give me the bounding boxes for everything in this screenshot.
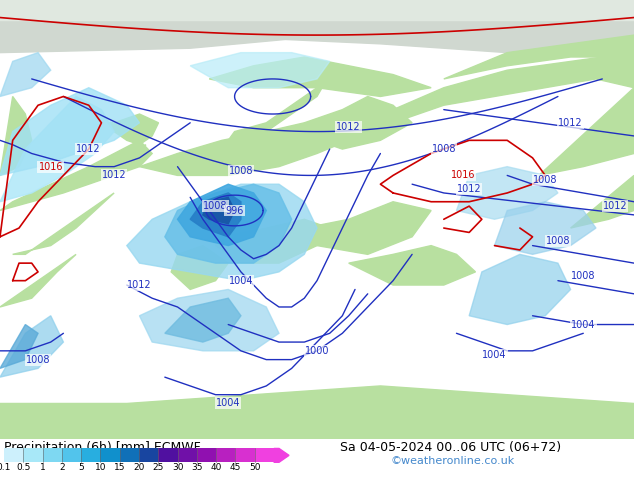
Polygon shape [0,97,32,175]
Text: 1008: 1008 [432,144,456,154]
Polygon shape [0,22,634,57]
Text: 25: 25 [153,463,164,472]
Polygon shape [216,220,330,263]
Polygon shape [304,97,412,149]
Text: 1012: 1012 [337,122,361,132]
Polygon shape [456,167,558,220]
Bar [255,448,274,462]
Text: 30: 30 [172,463,183,472]
Text: 1008: 1008 [533,175,557,185]
Bar [100,448,120,462]
Polygon shape [178,184,266,245]
Polygon shape [571,175,634,228]
Bar [158,448,178,462]
Text: 0.5: 0.5 [16,463,30,472]
Polygon shape [203,197,235,223]
Bar [4,448,23,462]
Polygon shape [349,52,634,140]
Polygon shape [292,202,431,254]
Text: 996: 996 [226,205,243,216]
Polygon shape [444,35,634,79]
Text: 1004: 1004 [482,350,507,360]
Text: 1: 1 [40,463,46,472]
Polygon shape [495,202,596,254]
Polygon shape [0,316,63,377]
Text: 1012: 1012 [127,280,152,290]
Bar [197,448,216,462]
Text: 0.1: 0.1 [0,463,11,472]
Polygon shape [349,245,476,285]
Text: 1012: 1012 [77,144,101,154]
Polygon shape [120,145,146,167]
Text: 1008: 1008 [571,271,595,281]
Text: 1012: 1012 [457,184,481,194]
Bar [216,448,235,462]
Polygon shape [0,140,152,211]
Text: 1008: 1008 [204,201,228,211]
Polygon shape [190,52,330,88]
Text: Sa 04-05-2024 00..06 UTC (06+72): Sa 04-05-2024 00..06 UTC (06+72) [340,441,561,454]
Polygon shape [127,184,317,281]
Polygon shape [469,254,571,324]
Bar [42,448,62,462]
Polygon shape [171,245,228,290]
Text: 1016: 1016 [451,171,475,180]
Polygon shape [190,193,241,237]
Text: 1004: 1004 [571,319,595,330]
Bar [120,448,139,462]
Polygon shape [0,97,114,202]
Polygon shape [165,184,292,263]
Text: 1008: 1008 [26,355,50,365]
Text: 1004: 1004 [216,398,240,409]
Text: 20: 20 [133,463,145,472]
Text: 40: 40 [210,463,222,472]
Text: 1008: 1008 [546,236,570,246]
Text: 5: 5 [78,463,84,472]
Polygon shape [13,193,114,254]
Text: 1012: 1012 [603,201,627,211]
Bar [81,448,100,462]
Polygon shape [108,114,158,145]
Text: 10: 10 [94,463,106,472]
Polygon shape [0,254,76,307]
Text: Precipitation (6h) [mm] ECMWF: Precipitation (6h) [mm] ECMWF [4,441,201,454]
Text: 35: 35 [191,463,203,472]
Text: 50: 50 [249,463,261,472]
Polygon shape [139,123,349,175]
Polygon shape [209,57,431,97]
Polygon shape [0,0,634,22]
Text: ©weatheronline.co.uk: ©weatheronline.co.uk [390,456,514,466]
Polygon shape [0,88,139,175]
Text: 15: 15 [114,463,126,472]
Polygon shape [0,386,634,439]
Bar [178,448,197,462]
Polygon shape [539,88,634,175]
Text: 1004: 1004 [229,276,253,286]
Bar [139,448,158,462]
Text: 1000: 1000 [305,346,329,356]
Text: 2: 2 [59,463,65,472]
Polygon shape [0,52,51,97]
Text: 45: 45 [230,463,241,472]
Polygon shape [228,74,330,140]
Text: 1016: 1016 [39,162,63,172]
Bar [23,448,42,462]
Polygon shape [165,298,241,342]
Bar [62,448,81,462]
Bar [235,448,255,462]
Text: 1008: 1008 [229,166,253,176]
FancyArrow shape [274,448,289,462]
Text: 1012: 1012 [102,171,126,180]
Polygon shape [139,290,279,351]
Text: 1012: 1012 [559,118,583,128]
Polygon shape [0,324,38,368]
